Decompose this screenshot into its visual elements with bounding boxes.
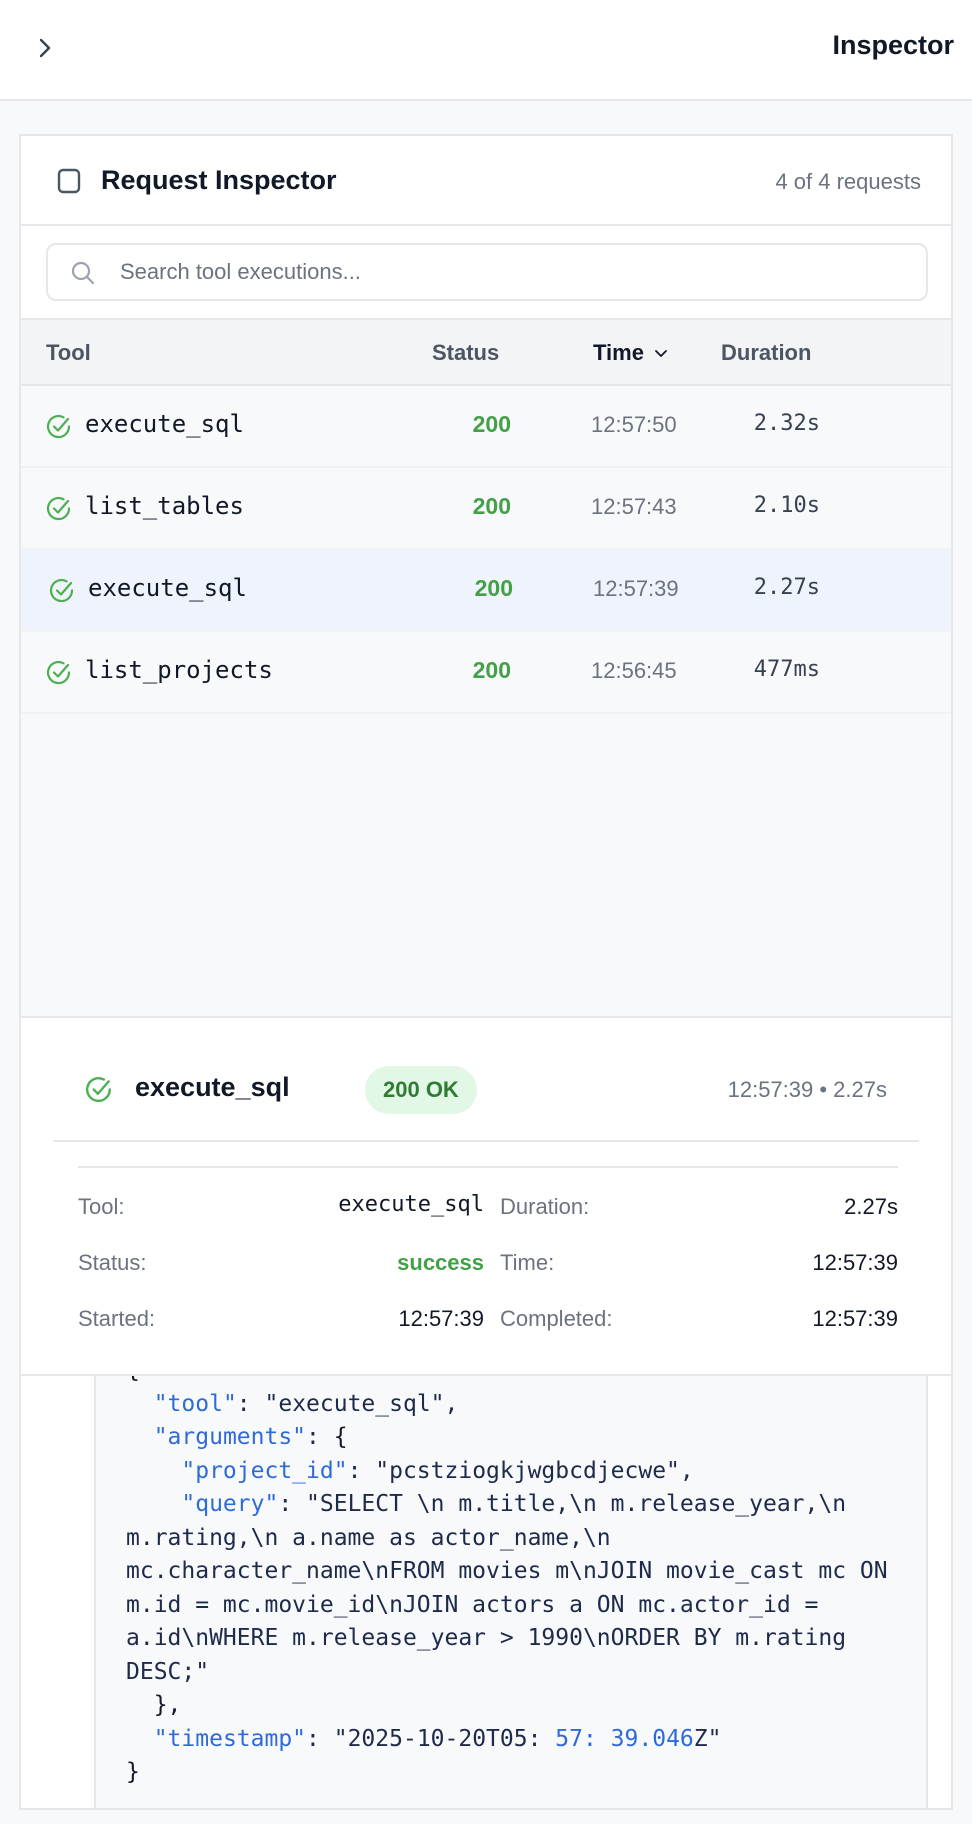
check-circle-icon (46, 496, 71, 521)
search-input[interactable] (120, 253, 900, 291)
completed-label: Completed: (500, 1306, 613, 1331)
check-circle-icon (85, 1077, 111, 1102)
check-circle-icon (49, 578, 74, 603)
row-status: 200 (474, 575, 513, 601)
row-time: 12:56:45 (591, 658, 677, 683)
table-row[interactable]: list_tables 200 12:57:43 2.10s (21, 468, 951, 550)
row-status: 200 (472, 493, 511, 519)
row-tool-name: list_projects (85, 656, 273, 684)
status-value: success (397, 1250, 484, 1275)
check-circle-icon (46, 414, 71, 439)
chevron-right-icon[interactable] (36, 32, 56, 64)
row-status: 200 (472, 657, 511, 683)
details-tool-name: execute_sql (135, 1072, 290, 1102)
chevron-down-icon (655, 350, 667, 358)
column-header-time[interactable]: Time (593, 340, 668, 366)
top-bar: Inspector (0, 0, 972, 101)
column-header-tool[interactable]: Tool (46, 340, 91, 365)
row-tool-name: execute_sql (85, 410, 244, 438)
tool-label: Tool: (78, 1194, 125, 1219)
divider (78, 1166, 898, 1168)
payload-json: { "tool": "execute_sql", "arguments": { … (126, 1376, 902, 1785)
tool-value: execute_sql (338, 1192, 484, 1217)
row-time: 12:57:43 (591, 494, 677, 519)
time-value: 12:57:39 (812, 1250, 898, 1275)
row-tool-name: execute_sql (88, 574, 247, 602)
check-circle-icon (46, 660, 71, 685)
row-status: 200 (472, 411, 511, 437)
search-box[interactable] (46, 243, 928, 301)
status-label: Status: (78, 1250, 147, 1275)
started-label: Started: (78, 1306, 156, 1331)
panel-title: Request Inspector (101, 165, 337, 195)
row-time: 12:57:39 (593, 576, 679, 601)
table-row[interactable]: execute_sql 200 12:57:50 2.32s (21, 386, 951, 468)
details-header: execute_sql 200 OK 12:57:39 • 2.27s (53, 1018, 919, 1142)
request-list: execute_sql 200 12:57:50 2.32s list_tabl… (21, 386, 951, 714)
row-duration: 2.10s (753, 493, 820, 518)
row-duration: 2.32s (753, 411, 820, 436)
request-inspector-panel: Request Inspector 4 of 4 requests Tool S… (19, 134, 953, 1810)
request-count: 4 of 4 requests (775, 169, 921, 194)
table-header: Tool Status Time Duration (21, 320, 951, 386)
search-section (21, 226, 951, 320)
status-badge: 200 OK (365, 1066, 477, 1114)
table-row-selected[interactable]: execute_sql 200 12:57:39 2.27s (21, 550, 951, 632)
row-duration: 2.27s (753, 575, 820, 600)
completed-value: 12:57:39 (812, 1306, 898, 1331)
table-row[interactable]: list_projects 200 12:56:45 477ms (21, 632, 951, 714)
square-icon (57, 168, 81, 194)
inspector-title: Inspector (832, 30, 954, 60)
row-time: 12:57:50 (591, 412, 677, 437)
details-meta: 12:57:39 • 2.27s (727, 1077, 887, 1102)
column-header-duration[interactable]: Duration (721, 340, 812, 365)
row-duration: 477ms (753, 657, 820, 682)
details-fields: Tool: execute_sql Duration: 2.27s Status… (78, 1184, 898, 1352)
duration-value: 2.27s (844, 1194, 898, 1219)
search-icon (71, 261, 95, 285)
time-label: Time: (500, 1250, 555, 1275)
row-tool-name: list_tables (85, 492, 244, 520)
payload-code-block[interactable]: { "tool": "execute_sql", "arguments": { … (94, 1376, 928, 1808)
column-header-status[interactable]: Status (432, 340, 500, 365)
duration-label: Duration: (500, 1194, 590, 1219)
payload-section: { "tool": "execute_sql", "arguments": { … (21, 1376, 951, 1808)
request-details: execute_sql 200 OK 12:57:39 • 2.27s Tool… (21, 1016, 951, 1376)
column-header-time-label: Time (593, 340, 644, 365)
started-value: 12:57:39 (398, 1306, 484, 1331)
panel-header: Request Inspector 4 of 4 requests (21, 136, 951, 226)
